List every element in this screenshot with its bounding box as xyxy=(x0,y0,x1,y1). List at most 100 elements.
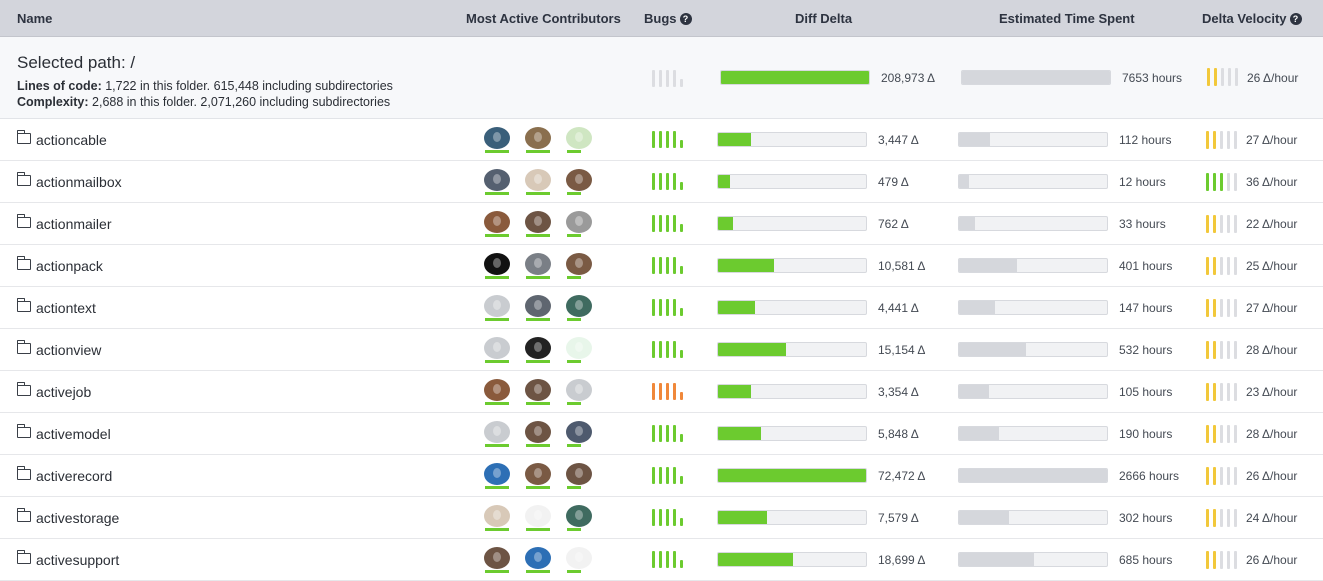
help-circle-icon[interactable]: ? xyxy=(1289,13,1302,25)
velocity-bar xyxy=(1206,383,1209,401)
table-row[interactable]: activesupport 18,699 Δ 685 hours 26 Δ/hour xyxy=(0,539,1323,581)
table-row[interactable]: actionview 15,154 Δ 532 hours 28 Δ/hour xyxy=(0,329,1323,371)
table-row[interactable]: actioncable 3,447 Δ 112 hours 27 Δ/hour xyxy=(0,119,1323,161)
contributor-avatar[interactable] xyxy=(484,253,510,279)
folder-name[interactable]: activemodel xyxy=(36,426,111,442)
folder-name[interactable]: actioncable xyxy=(36,132,107,148)
bug-bar xyxy=(659,215,662,232)
bug-bar xyxy=(673,215,676,232)
velocity-bar xyxy=(1234,173,1237,191)
velocity-bar xyxy=(1235,68,1238,86)
bug-bar xyxy=(659,425,662,442)
contributor-avatar[interactable] xyxy=(566,379,592,405)
folder-name[interactable]: activesupport xyxy=(36,552,120,568)
table-row[interactable]: activestorage 7,579 Δ 302 hours 24 Δ/hour xyxy=(0,497,1323,539)
avatar-image xyxy=(484,547,510,569)
header-name[interactable]: Name xyxy=(17,11,53,26)
folder-name[interactable]: actionview xyxy=(36,342,102,358)
avatar-image xyxy=(566,169,592,191)
time-spent-fill xyxy=(959,385,989,398)
velocity-bar xyxy=(1213,467,1216,485)
bugs-indicator xyxy=(652,383,688,400)
contributor-avatar[interactable] xyxy=(525,211,551,237)
contributor-avatar[interactable] xyxy=(566,421,592,447)
folder-icon xyxy=(16,424,31,438)
contributor-avatar[interactable] xyxy=(484,337,510,363)
velocity-indicator xyxy=(1206,341,1238,359)
avatar-image xyxy=(525,169,551,191)
table-row[interactable]: actionmailbox 479 Δ 12 hours 36 Δ/hour xyxy=(0,161,1323,203)
table-row[interactable]: activerecord 72,472 Δ 2666 hours 26 Δ/hour xyxy=(0,455,1323,497)
contributor-avatar[interactable] xyxy=(525,295,551,321)
contribution-strip xyxy=(567,570,581,573)
avatar-image xyxy=(484,505,510,527)
header-delta-velocity[interactable]: Delta Velocity? xyxy=(1202,0,1302,37)
contributor-avatar[interactable] xyxy=(525,379,551,405)
contributor-avatar[interactable] xyxy=(484,505,510,531)
contributor-avatar[interactable] xyxy=(525,547,551,573)
contributor-avatar[interactable] xyxy=(566,505,592,531)
contributor-avatar[interactable] xyxy=(566,337,592,363)
table-row[interactable]: actionpack 10,581 Δ 401 hours 25 Δ/hour xyxy=(0,245,1323,287)
table-row[interactable]: activejob 3,354 Δ 105 hours 23 Δ/hour xyxy=(0,371,1323,413)
folder-name[interactable]: actionpack xyxy=(36,258,103,274)
avatar-image xyxy=(566,547,592,569)
table-row[interactable]: actiontext 4,441 Δ 147 hours 27 Δ/hour xyxy=(0,287,1323,329)
header-bugs[interactable]: Bugs? xyxy=(644,0,692,37)
contributor-avatar[interactable] xyxy=(566,547,592,573)
contributor-avatar[interactable] xyxy=(566,463,592,489)
contributor-avatar[interactable] xyxy=(525,421,551,447)
header-time-spent[interactable]: Estimated Time Spent xyxy=(999,11,1135,26)
help-circle-icon[interactable]: ? xyxy=(679,13,692,25)
diff-delta-value: 72,472 Δ xyxy=(878,469,926,483)
diff-delta-fill xyxy=(718,133,751,146)
contributor-avatar[interactable] xyxy=(566,211,592,237)
bug-bar xyxy=(666,131,669,148)
bug-bar xyxy=(652,131,655,148)
contribution-strip xyxy=(567,318,581,321)
time-spent-value: 302 hours xyxy=(1119,511,1173,525)
folder-name[interactable]: activestorage xyxy=(36,510,120,526)
contributor-avatar[interactable] xyxy=(566,169,592,195)
contributor-avatar[interactable] xyxy=(525,127,551,153)
time-spent-fill xyxy=(959,133,991,146)
velocity-bar xyxy=(1227,131,1230,149)
folder-name[interactable]: actiontext xyxy=(36,300,96,316)
contributor-avatar[interactable] xyxy=(484,127,510,153)
contributor-avatar[interactable] xyxy=(525,169,551,195)
folder-name[interactable]: actionmailbox xyxy=(36,174,122,190)
bug-bar xyxy=(659,257,662,274)
time-spent-fill xyxy=(959,175,970,188)
velocity-bar xyxy=(1220,131,1223,149)
bugs-indicator xyxy=(652,257,688,274)
contributor-avatar[interactable] xyxy=(484,463,510,489)
contribution-strip xyxy=(485,570,509,573)
contributor-avatar[interactable] xyxy=(484,211,510,237)
folder-name[interactable]: actionmailer xyxy=(36,216,112,232)
contributor-avatar[interactable] xyxy=(566,295,592,321)
contributor-avatar[interactable] xyxy=(566,253,592,279)
velocity-bar xyxy=(1220,383,1223,401)
contributor-avatar[interactable] xyxy=(566,127,592,153)
contributor-avatar[interactable] xyxy=(484,547,510,573)
header-contributors[interactable]: Most Active Contributors xyxy=(466,11,621,26)
avatar-image xyxy=(525,505,551,527)
bugs-indicator xyxy=(652,341,688,358)
table-row[interactable]: actionmailer 762 Δ 33 hours 22 Δ/hour xyxy=(0,203,1323,245)
lines-of-code-value: 1,722 in this folder. 615,448 including … xyxy=(105,79,393,93)
contributor-avatar[interactable] xyxy=(484,295,510,321)
diff-delta-bar xyxy=(717,132,867,147)
table-row[interactable]: activemodel 5,848 Δ 190 hours 28 Δ/hour xyxy=(0,413,1323,455)
folder-name[interactable]: activerecord xyxy=(36,468,113,484)
contributor-avatar[interactable] xyxy=(525,463,551,489)
contributor-avatar[interactable] xyxy=(525,253,551,279)
folder-name[interactable]: activejob xyxy=(36,384,92,400)
contributor-avatar[interactable] xyxy=(525,505,551,531)
contributor-avatar[interactable] xyxy=(525,337,551,363)
velocity-bar xyxy=(1206,131,1209,149)
velocity-bar xyxy=(1220,551,1223,569)
contributor-avatar[interactable] xyxy=(484,169,510,195)
contributor-avatar[interactable] xyxy=(484,421,510,447)
header-diff-delta[interactable]: Diff Delta xyxy=(795,11,853,26)
contributor-avatar[interactable] xyxy=(484,379,510,405)
